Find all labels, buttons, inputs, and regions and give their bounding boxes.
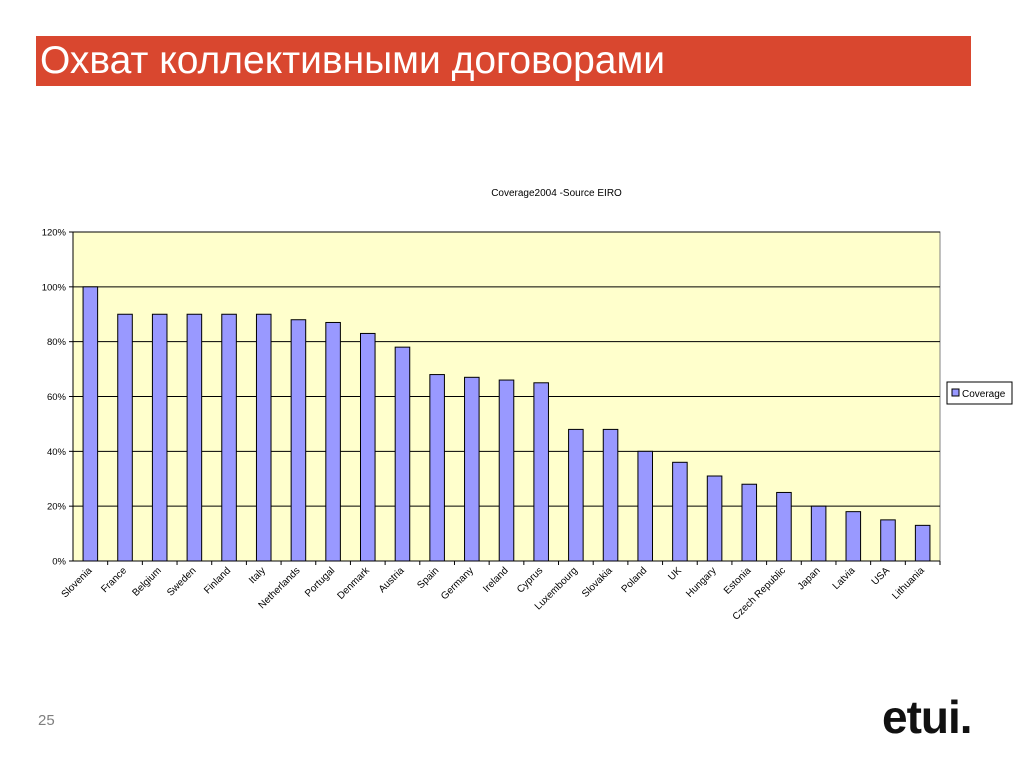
bar (359, 332, 376, 562)
bar (845, 511, 862, 562)
y-tick-label: 20% (47, 502, 67, 513)
bar (255, 313, 272, 562)
x-tick-label: Slovenia (60, 565, 95, 600)
bar (221, 313, 237, 562)
bar (568, 428, 584, 562)
x-tick-label: Slovakia (580, 565, 615, 600)
x-tick-label: Austria (377, 565, 407, 595)
chart-title: Coverage2004 -Source EIRO (491, 188, 622, 199)
x-tick-label: Belgium (130, 565, 163, 598)
bar (290, 319, 307, 562)
x-tick-label: UK (666, 565, 684, 583)
x-tick-label: Finland (202, 565, 233, 596)
y-tick-label: 100% (42, 282, 67, 293)
x-tick-label: Japan (796, 565, 823, 592)
y-tick-label: 40% (47, 447, 67, 458)
x-tick-label: Lithuania (890, 565, 927, 602)
bar (880, 519, 896, 562)
bar (602, 428, 619, 562)
legend-label: Coverage (962, 389, 1006, 400)
legend-box (946, 381, 1013, 405)
bar (672, 461, 688, 562)
y-tick-label: 80% (47, 337, 67, 348)
bar (464, 376, 480, 562)
x-tick-label: Ireland (481, 565, 510, 594)
x-tick-label: Germany (439, 565, 476, 602)
etui-logo: etui. (882, 691, 973, 743)
x-tick-label: USA (870, 565, 893, 588)
bar (533, 382, 549, 562)
x-tick-label: Spain (415, 565, 441, 591)
x-tick-label: Hungary (684, 565, 719, 600)
bar (741, 483, 758, 562)
x-tick-label: Cyprus (515, 565, 545, 595)
y-tick-label: 0% (52, 557, 66, 568)
bar (776, 491, 792, 562)
x-tick-label: Poland (620, 565, 650, 595)
bar (637, 450, 654, 562)
x-tick-label: Sweden (165, 565, 198, 598)
bar (706, 475, 723, 562)
legend-swatch (951, 388, 960, 397)
x-tick-label: France (99, 565, 129, 595)
bar (325, 321, 341, 562)
page-number: 25 (38, 712, 55, 729)
bar (394, 346, 411, 562)
bar (429, 374, 445, 562)
bar (186, 313, 203, 562)
x-tick-label: Estonia (722, 565, 754, 597)
bar (151, 313, 168, 562)
y-tick-label: 120% (42, 228, 67, 239)
bar (810, 505, 827, 562)
bar (117, 313, 133, 562)
x-tick-label: Latvia (831, 565, 858, 592)
bar (914, 524, 931, 562)
slide-title: Охват коллективными договорами (36, 36, 971, 86)
x-tick-label: Denmark (335, 565, 372, 602)
bar (498, 379, 515, 562)
x-tick-label: Italy (247, 565, 268, 586)
y-tick-label: 60% (47, 392, 67, 403)
x-tick-label: Portugal (303, 565, 337, 599)
bar (82, 286, 99, 562)
